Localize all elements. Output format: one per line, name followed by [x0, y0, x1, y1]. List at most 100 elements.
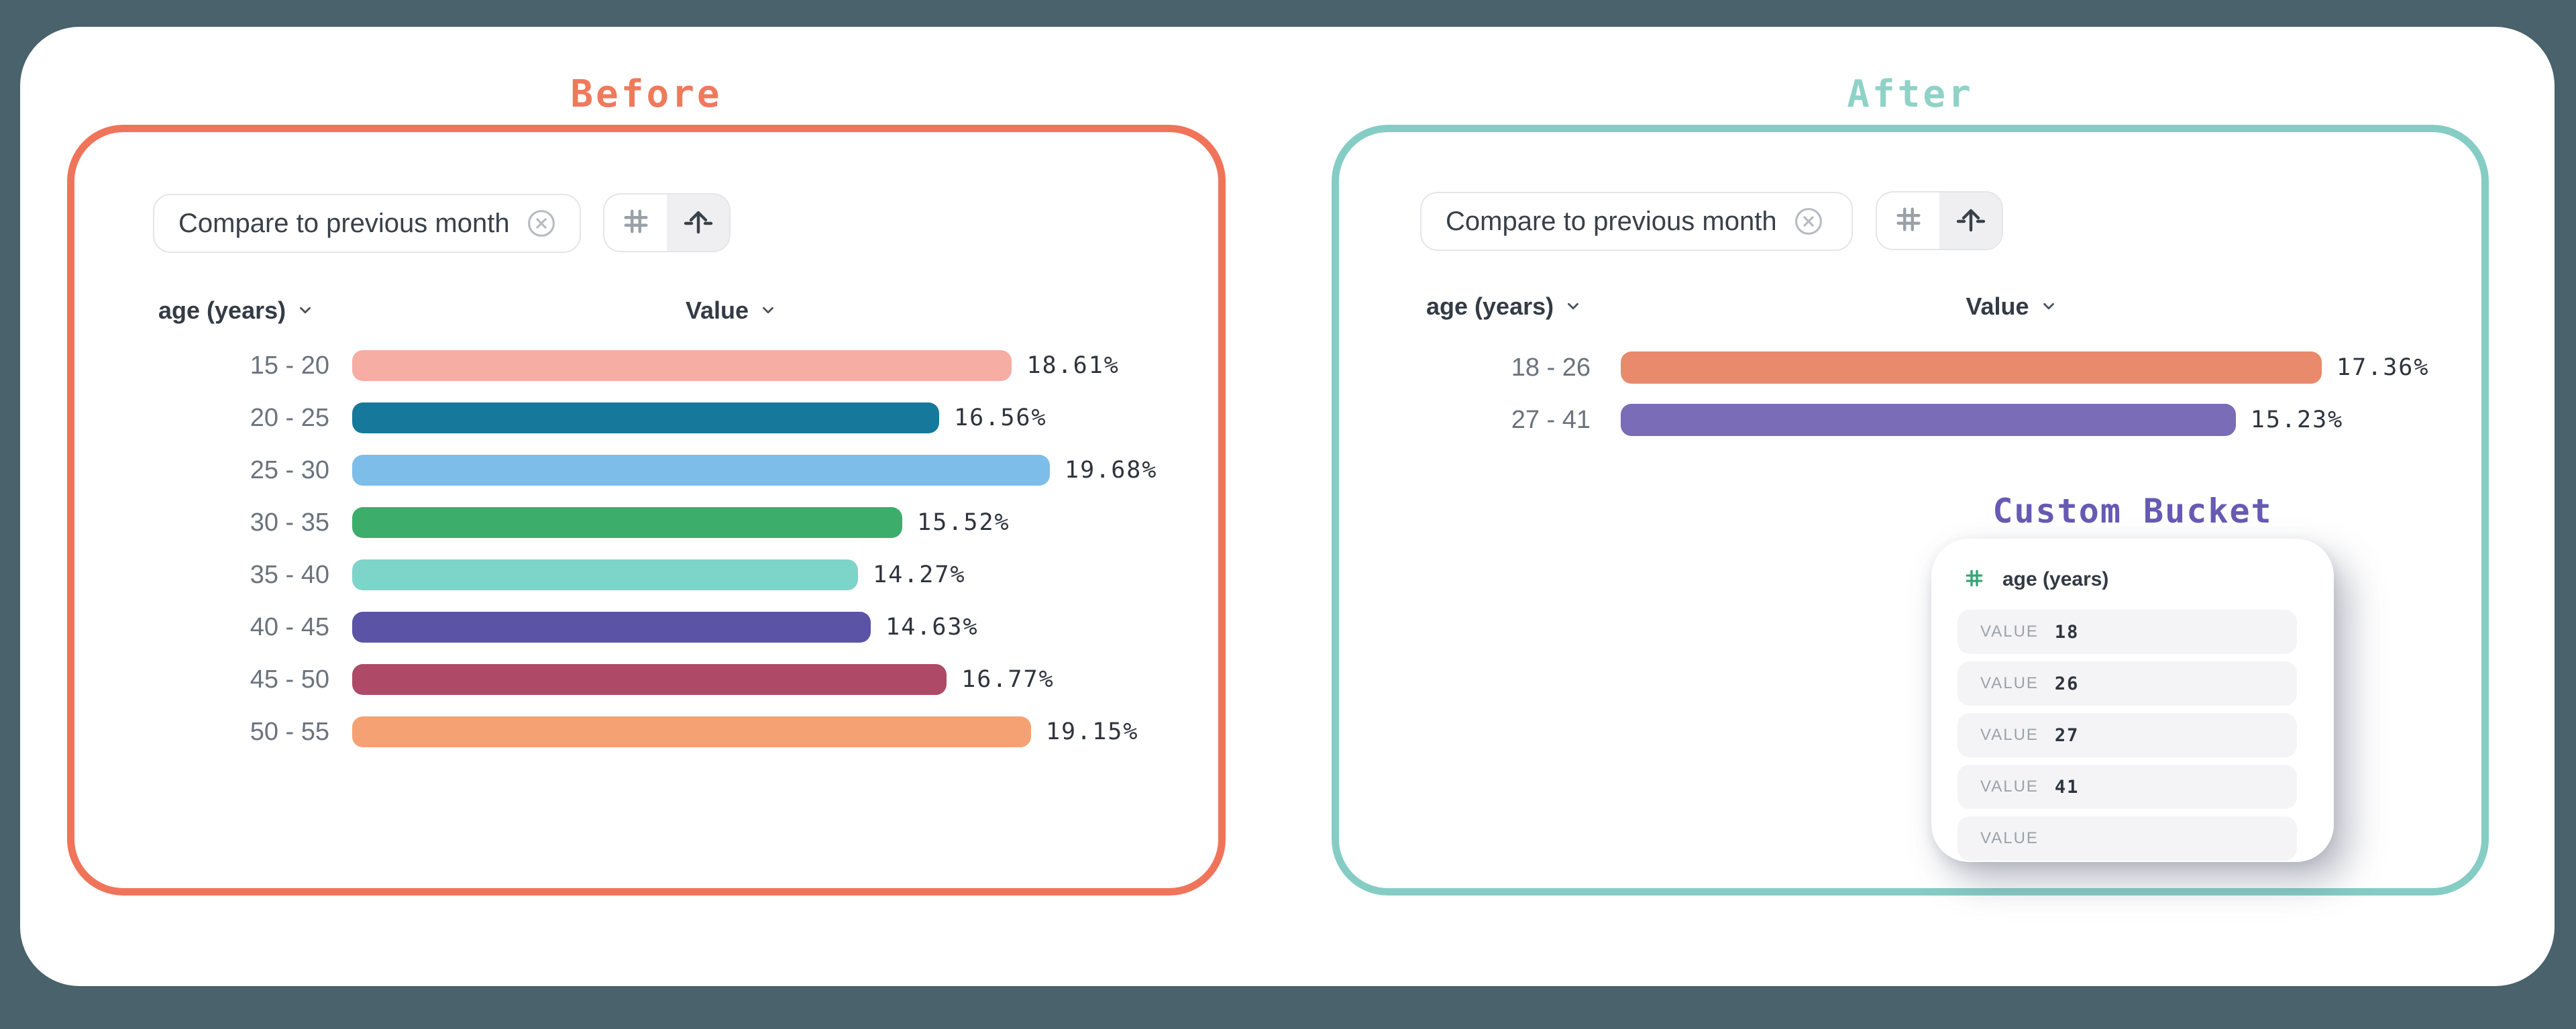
- custom-bucket-title: Custom Bucket: [1992, 492, 2273, 531]
- filter-chip-label: Compare to previous month: [1446, 206, 1777, 236]
- arrow-up-icon: [1955, 203, 1987, 239]
- chart-row: 15 - 20 18.61%: [158, 339, 1118, 392]
- bucket-field-header: age (years): [1931, 539, 2334, 600]
- category-label: 20 - 25: [250, 403, 329, 432]
- bar-track: 14.63%: [352, 612, 1050, 643]
- dimension-column-header[interactable]: age (years): [1426, 284, 1582, 329]
- bucket-field-name: age (years): [2002, 568, 2109, 590]
- chart-row: 40 - 45 14.63%: [158, 601, 1050, 653]
- measure-header-label: Value: [685, 296, 749, 324]
- numeric-mode-button[interactable]: [604, 195, 667, 251]
- bucket-value-input[interactable]: VALUE 26: [1957, 661, 2297, 706]
- chart-row: 25 - 30 19.68%: [158, 444, 1156, 496]
- value-field-number: 26: [2054, 673, 2080, 694]
- bar-track: 15.52%: [352, 507, 1050, 538]
- value-label: 14.27%: [873, 561, 966, 588]
- dimension-header-label: age (years): [158, 296, 286, 324]
- value-label: 16.77%: [961, 666, 1055, 693]
- numeric-mode-button[interactable]: [1877, 193, 1939, 249]
- hash-icon: [1964, 567, 1985, 592]
- chart-row: 30 - 35 15.52%: [158, 496, 1050, 549]
- value-label: 15.52%: [917, 509, 1010, 536]
- chevron-down-icon: [759, 296, 777, 325]
- chart-row: 45 - 50 16.77%: [158, 653, 1053, 706]
- category-label: 50 - 55: [250, 717, 329, 746]
- value-label: 15.23%: [2250, 407, 2344, 433]
- chevron-down-icon: [297, 296, 314, 325]
- display-mode-toggle: [1876, 191, 2003, 250]
- value-bar: [352, 455, 1050, 486]
- bucket-value-input[interactable]: VALUE 41: [1957, 765, 2297, 809]
- dimension-column-header[interactable]: age (years): [158, 288, 314, 333]
- value-bar: [352, 612, 871, 643]
- value-label: 19.68%: [1065, 457, 1158, 484]
- bar-track: 17.36%: [1621, 351, 2428, 384]
- value-field-number: 41: [2054, 776, 2080, 798]
- value-label: 19.15%: [1045, 718, 1139, 745]
- value-bar: [352, 507, 903, 538]
- bar-track: 16.77%: [352, 664, 1053, 695]
- hash-icon: [1893, 204, 1924, 238]
- measure-column-header[interactable]: Value: [352, 288, 1050, 333]
- value-field-number: 18: [2054, 621, 2080, 643]
- bar-track: 15.23%: [1621, 404, 2342, 436]
- chart-row: 50 - 55 19.15%: [158, 706, 1137, 758]
- value-label: 18.61%: [1026, 352, 1120, 379]
- bucket-value-input[interactable]: VALUE 27: [1957, 713, 2297, 757]
- value-field-label: VALUE: [1980, 622, 2039, 641]
- value-field-number: 27: [2054, 724, 2080, 746]
- arrow-up-icon: [682, 205, 714, 241]
- value-bar: [352, 664, 947, 695]
- category-label: 27 - 41: [1511, 405, 1591, 434]
- sort-mode-button[interactable]: [1939, 193, 2002, 249]
- bar-track: 19.15%: [352, 716, 1137, 747]
- after-panel: Compare to previous month: [1332, 125, 2489, 896]
- display-mode-toggle: [603, 193, 731, 252]
- value-label: 16.56%: [954, 404, 1047, 431]
- value-label: 17.36%: [2337, 354, 2430, 381]
- before-panel: Compare to previous month: [67, 125, 1226, 896]
- value-bar: [1621, 404, 2236, 436]
- custom-bucket-popup: age (years) VALUE 18 VALUE 26 VALUE 27 VALUE 41…: [1931, 539, 2334, 862]
- sort-mode-button[interactable]: [667, 195, 729, 251]
- value-field-label: VALUE: [1980, 777, 2039, 796]
- value-field-label: VALUE: [1980, 829, 2039, 847]
- category-label: 15 - 20: [250, 351, 329, 380]
- value-bar: [1621, 351, 2322, 384]
- category-label: 25 - 30: [250, 455, 329, 484]
- bar-track: 14.27%: [352, 559, 1050, 590]
- bar-track: 19.68%: [352, 455, 1156, 486]
- filter-chip[interactable]: Compare to previous month: [153, 194, 581, 253]
- category-label: 40 - 45: [250, 612, 329, 641]
- chart-row: 27 - 41 15.23%: [1426, 394, 2342, 446]
- value-bar: [352, 559, 859, 590]
- main-card: Before Compare to previous month: [20, 27, 2555, 986]
- value-label: 14.63%: [885, 614, 979, 641]
- circle-x-icon[interactable]: [1793, 206, 1824, 237]
- after-title: After: [1847, 72, 1974, 116]
- category-label: 45 - 50: [250, 665, 329, 694]
- after-bar-chart: 18 - 26 17.36% 27 - 41 15.23%: [1426, 341, 2428, 446]
- value-bar: [352, 402, 940, 433]
- value-bar: [352, 716, 1031, 747]
- hash-icon: [621, 206, 651, 240]
- bucket-value-input[interactable]: VALUE: [1957, 816, 2297, 861]
- bucket-value-input[interactable]: VALUE 18: [1957, 610, 2297, 654]
- bucket-value-list: VALUE 18 VALUE 26 VALUE 27 VALUE 41 VALUE: [1931, 600, 2334, 861]
- bar-track: 16.56%: [352, 402, 1050, 433]
- category-label: 30 - 35: [250, 508, 329, 537]
- before-bar-chart: 15 - 20 18.61% 20 - 25 16.56% 25 - 30 19.68% 3…: [158, 339, 1156, 758]
- filter-chip[interactable]: Compare to previous month: [1420, 192, 1853, 251]
- measure-column-header[interactable]: Value: [1621, 284, 2322, 329]
- bar-track: 18.61%: [352, 350, 1118, 381]
- category-label: 18 - 26: [1511, 353, 1591, 382]
- chart-row: 18 - 26 17.36%: [1426, 341, 2428, 394]
- circle-x-icon[interactable]: [526, 208, 557, 239]
- value-bar: [352, 350, 1012, 381]
- value-field-label: VALUE: [1980, 674, 2039, 692]
- before-title: Before: [570, 72, 722, 116]
- measure-header-label: Value: [1966, 292, 2029, 320]
- category-label: 35 - 40: [250, 560, 329, 589]
- value-field-label: VALUE: [1980, 726, 2039, 744]
